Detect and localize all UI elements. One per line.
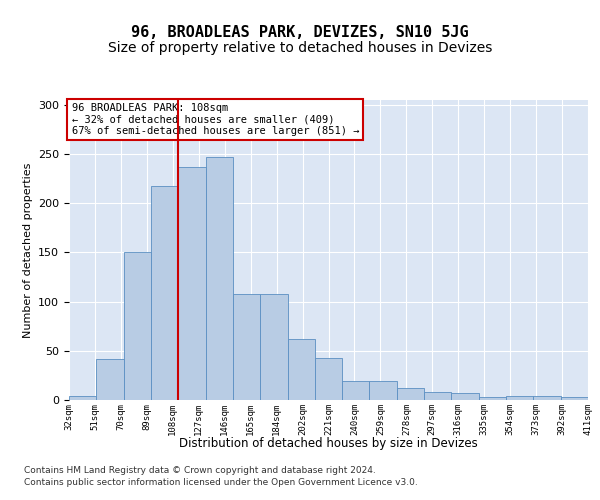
- Bar: [370, 382, 397, 400]
- Text: Contains public sector information licensed under the Open Government Licence v3: Contains public sector information licen…: [24, 478, 418, 487]
- Bar: [69, 396, 97, 400]
- Text: Size of property relative to detached houses in Devizes: Size of property relative to detached ho…: [108, 41, 492, 55]
- Bar: [533, 396, 560, 400]
- Bar: [178, 167, 206, 400]
- Bar: [206, 157, 233, 400]
- Text: Distribution of detached houses by size in Devizes: Distribution of detached houses by size …: [179, 438, 478, 450]
- Bar: [124, 252, 151, 400]
- Text: 96, BROADLEAS PARK, DEVIZES, SN10 5JG: 96, BROADLEAS PARK, DEVIZES, SN10 5JG: [131, 25, 469, 40]
- Bar: [451, 393, 479, 400]
- Bar: [97, 358, 124, 400]
- Text: 96 BROADLEAS PARK: 108sqm
← 32% of detached houses are smaller (409)
67% of semi: 96 BROADLEAS PARK: 108sqm ← 32% of detac…: [71, 103, 359, 136]
- Bar: [315, 358, 342, 400]
- Bar: [506, 396, 533, 400]
- Bar: [397, 388, 424, 400]
- Bar: [479, 397, 506, 400]
- Bar: [424, 392, 451, 400]
- Bar: [342, 382, 370, 400]
- Y-axis label: Number of detached properties: Number of detached properties: [23, 162, 32, 338]
- Bar: [287, 339, 315, 400]
- Bar: [560, 397, 588, 400]
- Bar: [260, 294, 287, 400]
- Text: Contains HM Land Registry data © Crown copyright and database right 2024.: Contains HM Land Registry data © Crown c…: [24, 466, 376, 475]
- Bar: [233, 294, 260, 400]
- Bar: [151, 186, 178, 400]
